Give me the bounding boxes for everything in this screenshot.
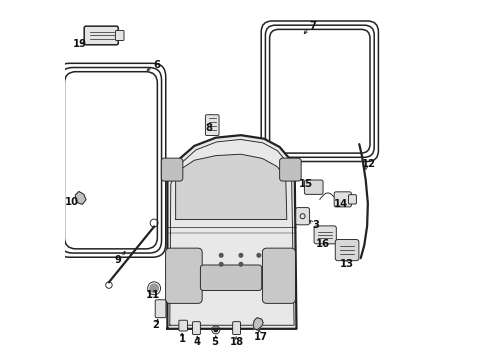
Text: 10: 10: [64, 197, 79, 207]
FancyBboxPatch shape: [304, 180, 323, 194]
Polygon shape: [75, 192, 86, 204]
Text: 4: 4: [193, 337, 200, 347]
FancyBboxPatch shape: [232, 321, 240, 334]
FancyBboxPatch shape: [295, 208, 309, 225]
FancyBboxPatch shape: [192, 321, 200, 334]
FancyBboxPatch shape: [161, 158, 183, 181]
FancyBboxPatch shape: [313, 226, 336, 244]
Text: 12: 12: [361, 159, 375, 169]
Polygon shape: [253, 318, 263, 330]
FancyBboxPatch shape: [333, 192, 351, 207]
Circle shape: [214, 328, 217, 332]
Text: 13: 13: [339, 259, 353, 269]
Text: 8: 8: [205, 123, 212, 133]
FancyBboxPatch shape: [279, 158, 301, 181]
FancyBboxPatch shape: [84, 26, 118, 45]
Text: 16: 16: [315, 239, 329, 249]
Text: 6: 6: [153, 60, 160, 70]
Circle shape: [219, 262, 223, 266]
Text: 11: 11: [146, 291, 160, 301]
Text: 3: 3: [312, 220, 319, 230]
FancyBboxPatch shape: [262, 248, 295, 303]
FancyBboxPatch shape: [335, 239, 358, 261]
Circle shape: [239, 262, 242, 266]
Circle shape: [239, 253, 242, 257]
Text: 5: 5: [211, 337, 218, 347]
Text: 15: 15: [299, 179, 313, 189]
Text: 19: 19: [72, 39, 86, 49]
Polygon shape: [167, 135, 296, 329]
Text: 9: 9: [115, 255, 122, 265]
Circle shape: [219, 253, 223, 257]
Text: 14: 14: [333, 199, 347, 210]
FancyBboxPatch shape: [179, 320, 187, 331]
Polygon shape: [175, 154, 286, 220]
FancyBboxPatch shape: [205, 115, 219, 135]
FancyBboxPatch shape: [165, 248, 202, 303]
FancyBboxPatch shape: [200, 265, 261, 291]
Text: 7: 7: [308, 21, 315, 31]
FancyBboxPatch shape: [115, 31, 124, 41]
Text: 1: 1: [179, 334, 186, 344]
Text: 2: 2: [152, 320, 159, 330]
Text: 17: 17: [253, 332, 267, 342]
Text: 18: 18: [229, 337, 243, 347]
Circle shape: [149, 284, 158, 293]
FancyBboxPatch shape: [348, 195, 356, 204]
FancyBboxPatch shape: [155, 300, 165, 318]
Circle shape: [257, 253, 260, 257]
